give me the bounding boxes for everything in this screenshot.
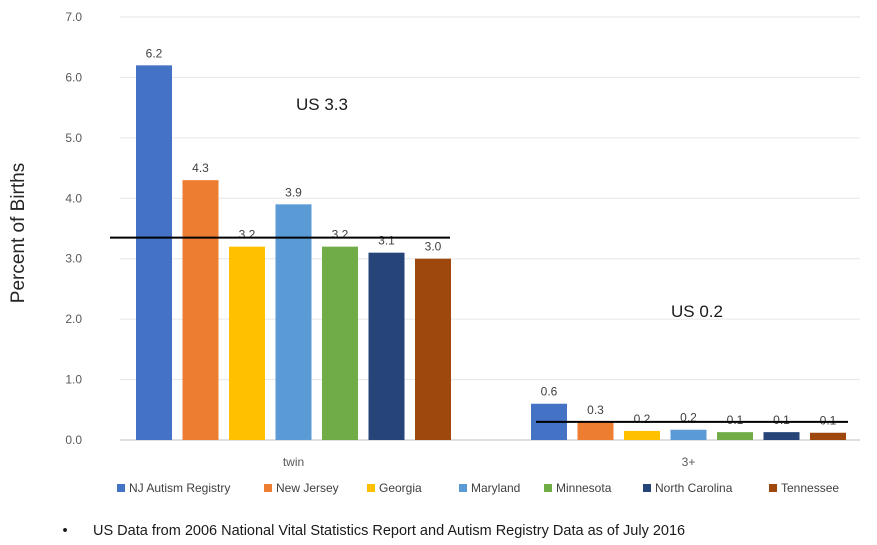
- legend-label: North Carolina: [655, 481, 733, 495]
- y-tick-label: 7.0: [65, 10, 82, 24]
- bar: [229, 246, 265, 440]
- y-tick-label: 2.0: [65, 312, 82, 326]
- y-tick-label: 4.0: [65, 191, 82, 205]
- legend-swatch: [264, 484, 272, 492]
- data-label: 3.2: [239, 228, 256, 242]
- y-tick-label: 3.0: [65, 252, 82, 266]
- data-label: 3.9: [285, 185, 302, 199]
- data-label: 3.1: [378, 234, 395, 248]
- bar: [275, 204, 312, 440]
- y-tick-label: 6.0: [65, 70, 82, 84]
- bar: [182, 180, 219, 440]
- data-label: 3.0: [425, 240, 442, 254]
- category-label: twin: [283, 455, 304, 469]
- legend-swatch: [769, 484, 777, 492]
- legend-swatch: [117, 484, 125, 492]
- bars: [136, 65, 846, 440]
- data-label: 0.3: [587, 403, 604, 417]
- legend-label: New Jersey: [276, 481, 339, 495]
- category-labels: twin 3+: [283, 455, 696, 469]
- bar: [368, 252, 405, 440]
- bar: [136, 65, 172, 440]
- bar: [322, 246, 358, 440]
- legend-swatch: [459, 484, 467, 492]
- footnote: • US Data from 2006 National Vital Stati…: [62, 523, 685, 539]
- legend-label: NJ Autism Registry: [129, 481, 230, 495]
- bar: [415, 258, 451, 440]
- data-label: 6.2: [146, 46, 163, 60]
- data-label: 3.2: [332, 228, 349, 242]
- y-axis-ticks: 0.0 1.0 2.0 3.0 4.0 5.0 6.0 7.0: [65, 10, 82, 447]
- legend-label: Georgia: [379, 481, 422, 495]
- bar: [670, 429, 707, 440]
- us-reference-label: US 3.3: [296, 95, 348, 114]
- data-label: 0.1: [820, 414, 837, 428]
- bar: [717, 432, 753, 440]
- footnote-bullet: •: [62, 523, 67, 539]
- legend-label: Minnesota: [556, 481, 612, 495]
- data-label: 0.6: [541, 385, 558, 399]
- data-label: 0.1: [773, 413, 790, 427]
- y-tick-label: 1.0: [65, 373, 82, 387]
- category-label: 3+: [682, 455, 696, 469]
- y-axis-label: Percent of Births: [8, 163, 29, 303]
- bar: [624, 430, 660, 440]
- bar: [577, 421, 614, 440]
- legend-swatch: [367, 484, 375, 492]
- y-tick-label: 5.0: [65, 131, 82, 145]
- data-label: 0.1: [727, 413, 744, 427]
- legend-label: Tennessee: [781, 481, 839, 495]
- data-label: 4.3: [192, 161, 209, 175]
- bar: [810, 432, 846, 440]
- y-tick-label: 0.0: [65, 433, 82, 447]
- legend-swatch: [544, 484, 552, 492]
- legend-swatch: [643, 484, 651, 492]
- legend: NJ Autism Registry New Jersey Georgia Maryl…: [117, 481, 839, 495]
- footnote-text: US Data from 2006 National Vital Statist…: [93, 523, 685, 539]
- bar: [763, 432, 800, 440]
- data-label: 0.2: [634, 412, 651, 426]
- reference-lines: US 3.3 US 0.2: [110, 95, 848, 423]
- legend-label: Maryland: [471, 481, 520, 495]
- us-reference-label: US 0.2: [671, 302, 723, 321]
